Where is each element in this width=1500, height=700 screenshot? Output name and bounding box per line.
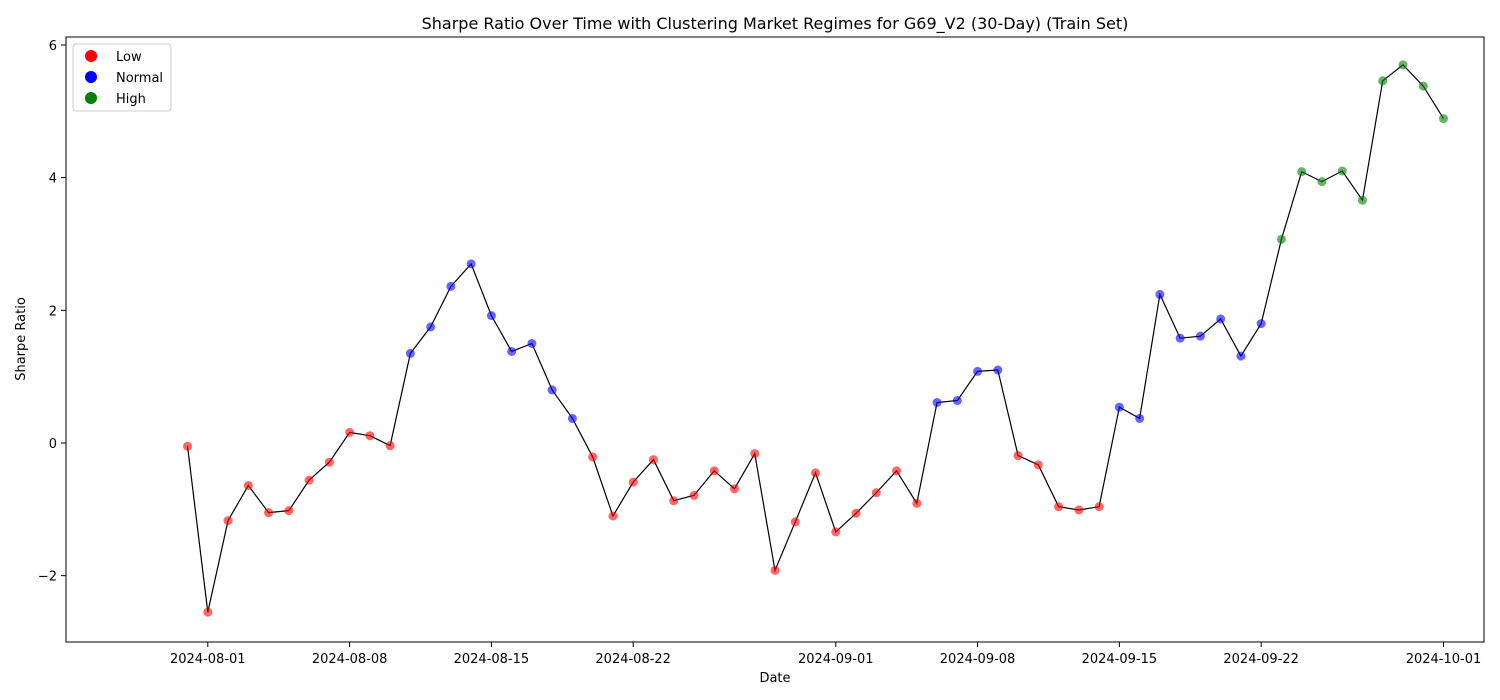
legend-box: [72, 43, 172, 112]
data-point: [669, 496, 679, 506]
data-point: [284, 506, 294, 516]
y-tick-label: −2: [38, 570, 57, 585]
data-point: [831, 527, 841, 537]
data-point: [608, 511, 618, 521]
data-point: [507, 346, 517, 356]
plot-frame: [65, 36, 1485, 643]
y-axis: −2 0 2 4 6: [38, 39, 66, 585]
data-point: [547, 385, 557, 395]
legend-marker: [85, 50, 97, 62]
data-point: [1378, 76, 1388, 86]
legend-label: Low: [116, 50, 142, 65]
data-point: [324, 457, 334, 467]
x-axis: 2024-08-01 2024-08-08 2024-08-15 2024-08-22…: [170, 642, 1481, 667]
data-point: [426, 322, 436, 332]
x-tick-label: 2024-09-22: [1223, 652, 1299, 667]
data-point: [648, 455, 658, 465]
data-point: [932, 398, 942, 408]
data-point: [1418, 81, 1428, 91]
data-point: [628, 477, 638, 487]
data-point: [1297, 167, 1307, 177]
data-point: [709, 466, 719, 476]
x-tick-label: 2024-09-15: [1082, 652, 1158, 667]
data-point: [790, 517, 800, 527]
data-point: [973, 366, 983, 376]
data-point: [1398, 60, 1408, 70]
data-point: [1216, 314, 1226, 324]
data-point: [1114, 402, 1124, 412]
data-point: [527, 338, 537, 348]
data-point: [1438, 114, 1448, 124]
y-tick-label: 2: [49, 304, 57, 319]
legend-marker: [85, 71, 97, 83]
data-point: [486, 311, 496, 321]
y-tick-label: 6: [49, 39, 57, 54]
data-point: [1317, 177, 1327, 187]
data-point: [588, 452, 598, 462]
legend-marker: [85, 92, 97, 104]
y-tick-label: 4: [49, 172, 57, 187]
data-point: [1337, 166, 1347, 176]
x-tick-label: 2024-08-22: [595, 652, 671, 667]
data-point: [1155, 289, 1165, 299]
data-point: [689, 490, 699, 500]
data-point: [729, 484, 739, 494]
data-point: [770, 565, 780, 575]
data-point: [993, 365, 1003, 375]
data-point: [1256, 319, 1266, 329]
data-point: [1236, 351, 1246, 361]
data-point: [223, 516, 233, 526]
legend: Low Normal High: [72, 43, 172, 112]
data-point: [567, 413, 577, 423]
data-point: [385, 441, 395, 451]
legend-items: Low Normal High: [85, 50, 163, 107]
data-point: [446, 281, 456, 291]
data-point: [243, 480, 253, 490]
data-point: [851, 508, 861, 518]
data-point: [811, 468, 821, 478]
data-point: [1013, 451, 1023, 461]
data-point: [1033, 460, 1043, 470]
chart-title: Sharpe Ratio Over Time with Clustering M…: [422, 14, 1129, 34]
legend-label: Normal: [116, 71, 163, 86]
x-tick-label: 2024-08-08: [312, 652, 388, 667]
data-point: [892, 466, 902, 476]
x-axis-label: Date: [759, 671, 790, 686]
data-point: [1357, 195, 1367, 205]
data-point: [203, 607, 213, 617]
data-point: [264, 508, 274, 518]
data-point: [1175, 333, 1185, 343]
data-point: [345, 427, 355, 437]
plot-area: [183, 60, 1448, 617]
data-point: [1074, 505, 1084, 515]
x-tick-label: 2024-08-01: [170, 652, 246, 667]
data-point: [304, 475, 314, 485]
y-axis-label: Sharpe Ratio: [14, 297, 29, 381]
data-point: [871, 488, 881, 498]
data-point: [1135, 413, 1145, 423]
y-tick-label: 0: [49, 437, 57, 452]
x-tick-label: 2024-10-01: [1406, 652, 1482, 667]
data-point: [1054, 502, 1064, 512]
data-point: [952, 396, 962, 406]
data-point: [1195, 331, 1205, 341]
data-point: [1276, 234, 1286, 244]
x-tick-label: 2024-08-15: [454, 652, 530, 667]
x-tick-label: 2024-09-08: [940, 652, 1016, 667]
data-point: [183, 441, 193, 451]
data-point: [405, 348, 415, 358]
data-point: [912, 498, 922, 508]
legend-label: High: [116, 92, 146, 107]
data-point: [365, 431, 375, 441]
data-point: [466, 259, 476, 269]
data-point: [750, 449, 760, 459]
data-point: [1094, 502, 1104, 512]
x-tick-label: 2024-09-01: [798, 652, 874, 667]
